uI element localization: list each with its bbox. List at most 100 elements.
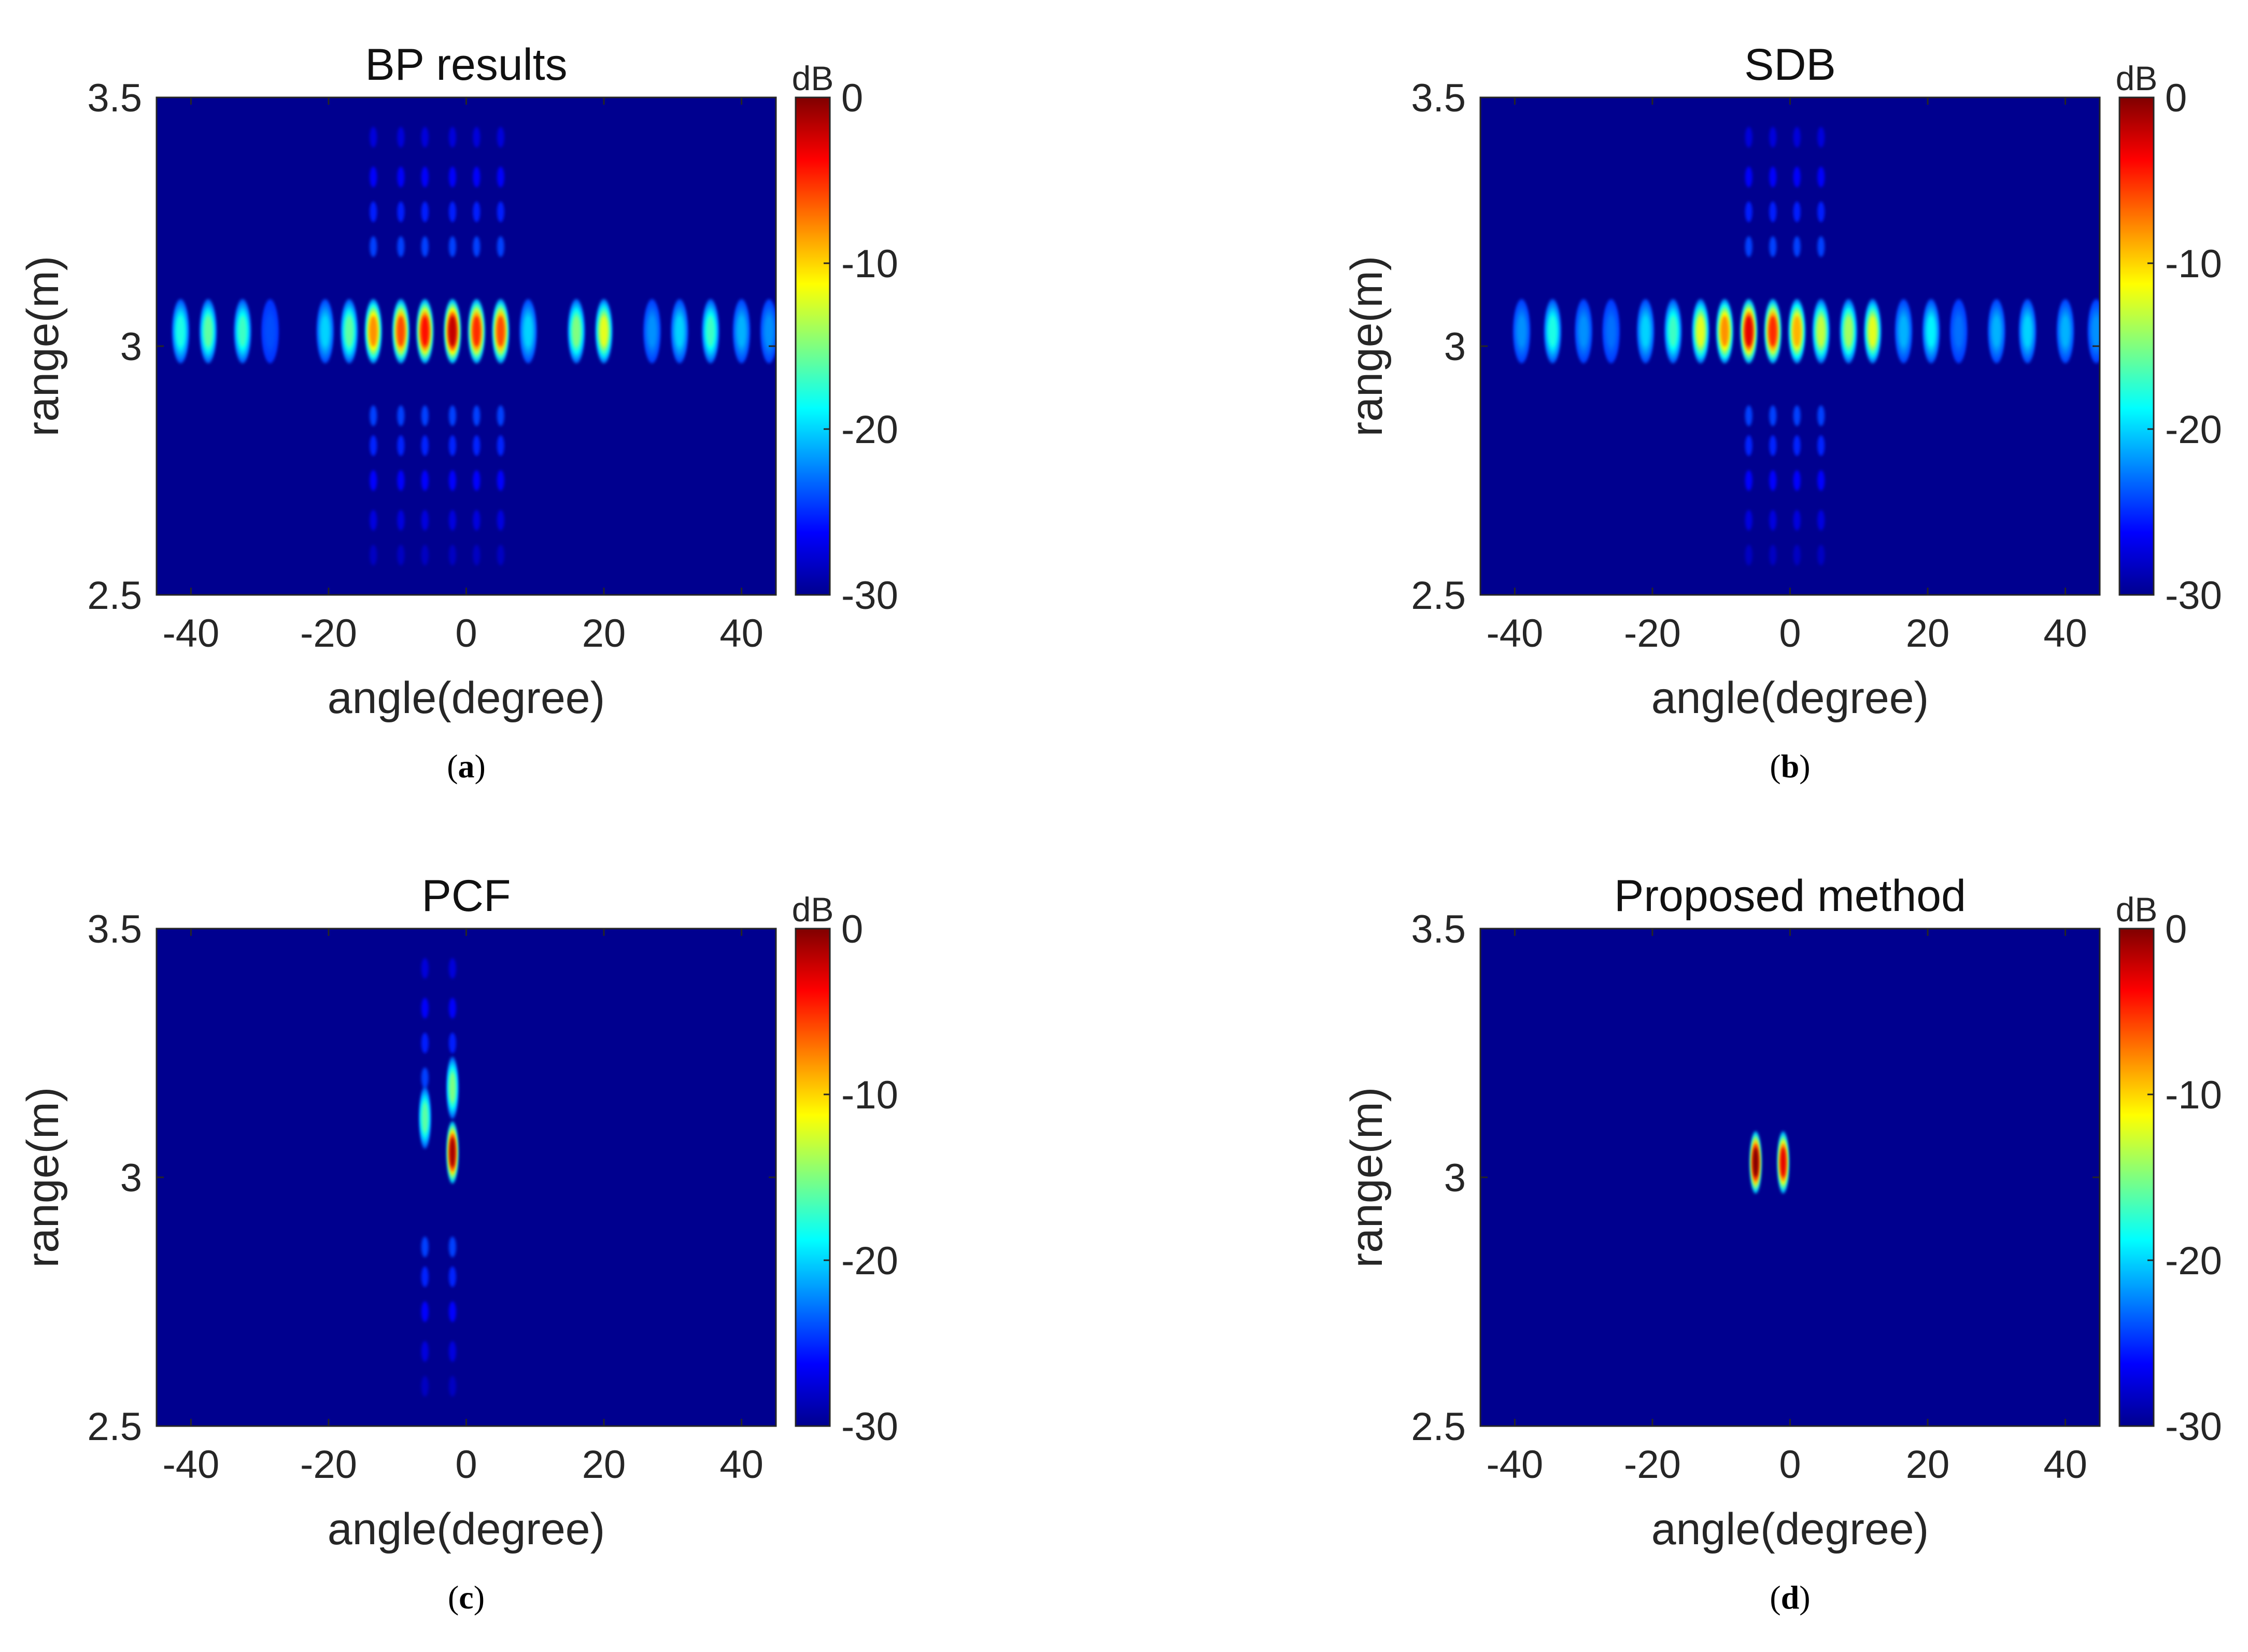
sidelobe-mark <box>1745 236 1752 257</box>
sidelobe-mark <box>1793 405 1801 426</box>
x-tick-label: -40 <box>1486 1443 1543 1487</box>
lobe-mark <box>446 1121 458 1184</box>
sidelobe-mark <box>1769 470 1777 491</box>
sidelobe-mark <box>1745 166 1752 188</box>
lobe-mark <box>317 299 334 364</box>
sidelobe-mark <box>421 510 429 531</box>
sidelobe-mark <box>448 510 456 531</box>
colorbar <box>2118 96 2155 596</box>
sidelobe-mark <box>1793 545 1801 566</box>
sidelobe-mark <box>1817 405 1825 426</box>
chart-title: SDB <box>1744 40 1836 90</box>
sidelobe-mark <box>473 545 480 566</box>
sidelobe-mark <box>397 545 405 566</box>
lobe-mark <box>1788 299 1805 364</box>
sidelobe-mark <box>1769 510 1777 531</box>
subfigure-caption: (c) <box>448 1579 485 1616</box>
lobe-mark <box>596 299 613 364</box>
sidelobe-mark <box>1769 545 1777 566</box>
y-axis-label: range(m) <box>1342 1087 1392 1268</box>
y-tick-label: 2.5 <box>87 574 142 618</box>
heatmap-marks <box>1513 126 2100 566</box>
lobe-mark <box>1895 299 1912 364</box>
x-tick-label: -40 <box>1486 611 1543 656</box>
y-tick-label: 3.5 <box>1411 76 1466 120</box>
x-tick-label: -20 <box>300 611 357 656</box>
colorbar <box>2118 928 2155 1427</box>
sidelobe-mark <box>448 470 456 491</box>
sidelobe-mark <box>473 510 480 531</box>
x-tick-label: 20 <box>582 611 626 656</box>
lobe-mark <box>1575 299 1592 364</box>
x-tick-label: 40 <box>719 1443 764 1487</box>
panel-a: BP results -40 -20 0 20 40 3.5 3 2.5 angle(degree… <box>18 40 898 785</box>
sidelobe-mark <box>473 126 480 148</box>
plot-background <box>157 929 776 1426</box>
sidelobe-mark <box>473 201 480 222</box>
sidelobe-mark <box>448 236 456 257</box>
sidelobe-mark <box>1817 545 1825 566</box>
sidelobe-mark <box>421 1236 429 1258</box>
x-tick-label: 0 <box>455 611 477 656</box>
sidelobe-mark <box>497 470 504 491</box>
lobe-mark <box>172 299 189 364</box>
colorbar-tick-label: -30 <box>841 574 898 618</box>
sidelobe-mark <box>421 998 429 1019</box>
x-tick-label: 20 <box>582 1443 626 1487</box>
colorbar-tick-label: -20 <box>2165 1239 2222 1283</box>
x-tick-label: 20 <box>1906 1443 1950 1487</box>
y-tick-label: 2.5 <box>1411 574 1466 618</box>
sidelobe-mark <box>1769 435 1777 456</box>
sidelobe-mark <box>473 435 480 456</box>
sidelobe-mark <box>1817 166 1825 188</box>
sidelobe-mark <box>421 958 429 979</box>
sidelobe-mark <box>1793 470 1801 491</box>
lobe-mark <box>1750 1131 1762 1194</box>
x-tick-label: -20 <box>1624 611 1681 656</box>
x-tick-label: 20 <box>1906 611 1950 656</box>
colorbar-unit-label: dB <box>2116 59 2158 97</box>
panel-b: SDB -40 -20 0 20 40 3.5 3 2.5 angle(degree) range(… <box>1342 40 2222 785</box>
sidelobe-mark <box>448 958 456 979</box>
sidelobe-mark <box>397 126 405 148</box>
sidelobe-mark <box>421 126 429 148</box>
sidelobe-mark <box>421 1301 429 1322</box>
lobe-mark <box>760 299 776 364</box>
lobe-mark <box>1777 1131 1789 1194</box>
sidelobe-mark <box>448 998 456 1019</box>
y-tick-label: 3 <box>1444 1156 1466 1200</box>
sidelobe-mark <box>421 1032 429 1053</box>
sidelobe-mark <box>1793 166 1801 188</box>
lobe-mark <box>1692 299 1709 364</box>
colorbar-tick-label: -10 <box>2165 1073 2222 1117</box>
x-axis-label: angle(degree) <box>328 1504 605 1554</box>
sidelobe-mark <box>448 1341 456 1362</box>
sidelobe-mark <box>448 1236 456 1258</box>
lobe-mark <box>392 299 409 364</box>
sidelobe-mark <box>370 166 377 188</box>
lobe-mark <box>1740 299 1757 364</box>
lobe-mark <box>644 299 660 364</box>
sidelobe-mark <box>397 470 405 491</box>
lobe-mark <box>492 299 509 364</box>
colorbar-tick-label: -10 <box>841 1073 898 1117</box>
panel-d: Proposed method -40 -20 0 20 40 3.5 3 2.5 angle(d… <box>1342 871 2222 1616</box>
sidelobe-mark <box>1817 470 1825 491</box>
x-tick-label: 0 <box>1779 1443 1801 1487</box>
sidelobe-mark <box>421 1266 429 1287</box>
sidelobe-mark <box>1769 126 1777 148</box>
sidelobe-mark <box>448 1266 456 1287</box>
sidelobe-mark <box>370 201 377 222</box>
sidelobe-mark <box>448 405 456 426</box>
lobe-mark <box>416 299 433 364</box>
sidelobe-mark <box>397 236 405 257</box>
subfigure-caption: (b) <box>1770 748 1810 785</box>
lobe-mark <box>1603 299 1620 364</box>
sidelobe-mark <box>448 1376 456 1397</box>
x-tick-label: 40 <box>719 611 764 656</box>
colorbar-tick-label: 0 <box>2165 907 2187 951</box>
lobe-mark <box>446 1057 458 1119</box>
lobe-mark <box>200 299 217 364</box>
y-axis-label: range(m) <box>1342 256 1392 437</box>
